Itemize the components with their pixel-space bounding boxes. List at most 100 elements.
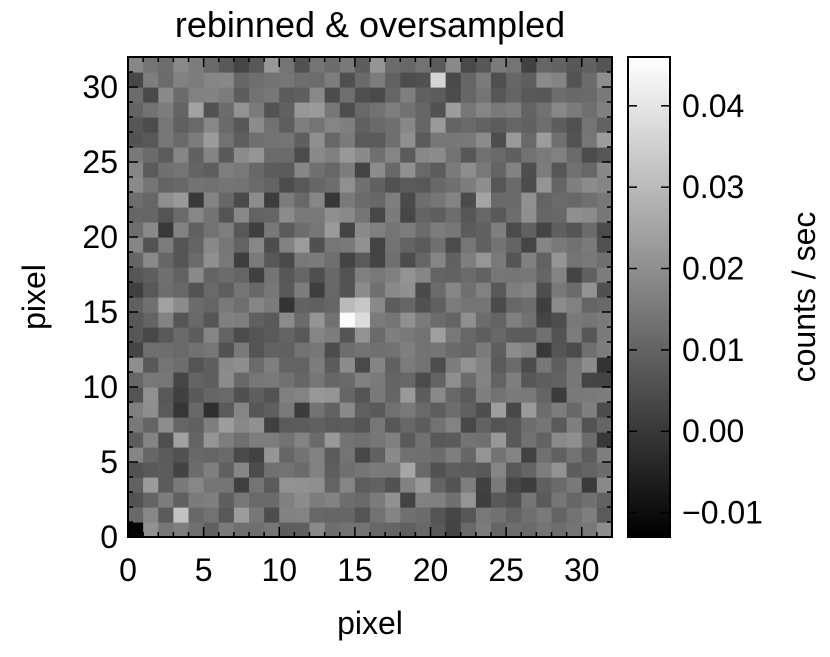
heatmap-cell bbox=[324, 342, 341, 358]
heatmap-cell bbox=[506, 267, 522, 283]
heatmap-cell bbox=[521, 507, 537, 523]
heatmap-cell bbox=[354, 312, 371, 328]
heatmap-cell bbox=[506, 387, 522, 403]
heatmap-cell bbox=[475, 402, 492, 418]
heatmap-cell bbox=[188, 177, 205, 193]
heatmap-cell bbox=[324, 507, 341, 523]
heatmap-cell bbox=[400, 432, 416, 448]
heatmap-cell bbox=[158, 372, 174, 388]
heatmap-cell bbox=[173, 417, 190, 433]
heatmap-cell bbox=[536, 417, 553, 433]
heatmap-cell bbox=[475, 342, 492, 358]
heatmap-cell bbox=[173, 207, 190, 223]
heatmap-cell bbox=[354, 147, 371, 163]
heatmap-cell bbox=[324, 297, 341, 313]
heatmap-cell bbox=[385, 72, 401, 88]
heatmap-cell bbox=[430, 282, 447, 298]
heatmap-cell bbox=[506, 417, 522, 433]
heatmap-cell bbox=[430, 267, 447, 283]
heatmap-cell bbox=[188, 327, 205, 343]
heatmap-cell bbox=[581, 522, 598, 538]
heatmap-cell bbox=[249, 177, 265, 193]
heatmap-cell bbox=[566, 417, 583, 433]
heatmap-cell bbox=[279, 462, 295, 478]
heatmap-cell bbox=[400, 267, 416, 283]
heatmap-cell bbox=[354, 162, 371, 178]
heatmap-cell bbox=[581, 372, 598, 388]
heatmap-cell bbox=[506, 72, 522, 88]
heatmap-cell bbox=[445, 342, 462, 358]
heatmap-cell bbox=[460, 342, 477, 358]
heatmap-cell bbox=[218, 402, 235, 418]
heatmap-cell bbox=[566, 522, 583, 538]
heatmap-cell bbox=[203, 87, 220, 103]
heatmap-cell bbox=[596, 267, 613, 283]
heatmap-cell bbox=[354, 417, 371, 433]
y-tick-label: 5 bbox=[100, 444, 118, 480]
heatmap-cell bbox=[491, 417, 507, 433]
heatmap-cell bbox=[566, 342, 583, 358]
heatmap-cell bbox=[264, 207, 280, 223]
heatmap-cell bbox=[596, 282, 613, 298]
heatmap-cell bbox=[566, 507, 583, 523]
heatmap-cell bbox=[264, 117, 280, 133]
heatmap-cell bbox=[249, 327, 265, 343]
heatmap-cell bbox=[581, 162, 598, 178]
heatmap-cell bbox=[475, 477, 492, 493]
heatmap-cell bbox=[385, 342, 401, 358]
heatmap-cell bbox=[385, 312, 401, 328]
heatmap-cell bbox=[385, 237, 401, 253]
heatmap-cell bbox=[218, 297, 235, 313]
heatmap-cell bbox=[430, 327, 447, 343]
heatmap-cell bbox=[475, 297, 492, 313]
heatmap-cell bbox=[233, 507, 250, 523]
heatmap-cell bbox=[249, 237, 265, 253]
heatmap-cell bbox=[249, 312, 265, 328]
heatmap-cell bbox=[294, 327, 311, 343]
heatmap-cell bbox=[233, 207, 250, 223]
heatmap-cell bbox=[309, 312, 326, 328]
heatmap-cell bbox=[430, 87, 447, 103]
heatmap-cell bbox=[128, 162, 144, 178]
heatmap-cell bbox=[460, 237, 477, 253]
heatmap-cell bbox=[128, 102, 144, 118]
heatmap-cell bbox=[203, 162, 220, 178]
heatmap-cell bbox=[521, 237, 537, 253]
heatmap-cell bbox=[279, 477, 295, 493]
heatmap-cell bbox=[521, 117, 537, 133]
heatmap-cell bbox=[339, 252, 356, 268]
heatmap-cell bbox=[566, 492, 583, 508]
heatmap-cell bbox=[324, 387, 341, 403]
heatmap-cell bbox=[596, 357, 613, 373]
heatmap-cell bbox=[294, 72, 311, 88]
heatmap-cell bbox=[506, 192, 522, 208]
heatmap-cell bbox=[249, 387, 265, 403]
heatmap-cell bbox=[415, 432, 432, 448]
heatmap-cell bbox=[415, 147, 432, 163]
heatmap-cell bbox=[279, 282, 295, 298]
heatmap-cell bbox=[536, 237, 553, 253]
heatmap-cell bbox=[203, 357, 220, 373]
heatmap-cell bbox=[128, 192, 144, 208]
heatmap-cell bbox=[536, 87, 553, 103]
heatmap-cell bbox=[203, 462, 220, 478]
heatmap-cell bbox=[173, 102, 190, 118]
heatmap-cell bbox=[294, 57, 311, 73]
heatmap-cell bbox=[430, 462, 447, 478]
heatmap-cell bbox=[400, 342, 416, 358]
heatmap-cell bbox=[143, 507, 159, 523]
heatmap-cell bbox=[294, 87, 311, 103]
heatmap-cell bbox=[324, 357, 341, 373]
heatmap-cell bbox=[188, 447, 205, 463]
heatmap-cell bbox=[430, 117, 447, 133]
heatmap-cell bbox=[536, 342, 553, 358]
heatmap-cell bbox=[279, 237, 295, 253]
heatmap-cell bbox=[506, 162, 522, 178]
heatmap-cell bbox=[354, 357, 371, 373]
heatmap-cell bbox=[491, 87, 507, 103]
heatmap-cell bbox=[354, 132, 371, 148]
heatmap-cell bbox=[188, 117, 205, 133]
heatmap-cell bbox=[370, 477, 386, 493]
heatmap-cell bbox=[370, 192, 386, 208]
heatmap-cell bbox=[460, 102, 477, 118]
